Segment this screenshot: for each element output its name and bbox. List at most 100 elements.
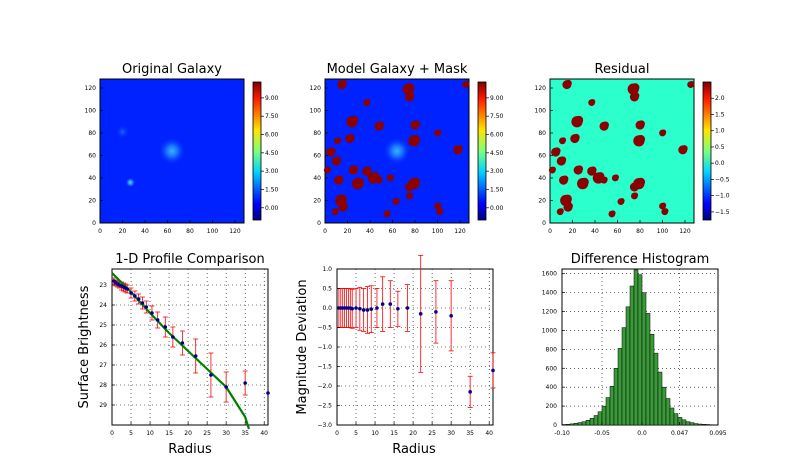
colorbar-tick-label: 7.50 [265, 113, 279, 120]
histogram-bar [629, 285, 635, 426]
mask-blob [553, 147, 561, 155]
colorbar-tick-label: −1.0 [715, 193, 730, 200]
mask-blob [610, 210, 616, 216]
data-point [171, 335, 175, 339]
data-point [365, 308, 370, 312]
profile-plot-area [111, 268, 269, 426]
deviation-y-label: Magnitude Deviation [295, 279, 310, 414]
y-tick-label: 24 [99, 302, 107, 309]
y-tick-label: 1600 [542, 271, 557, 278]
histogram-bar [661, 386, 667, 426]
mask-blob [325, 166, 331, 172]
histogram-x-axis: -0.10 -0.05 0.0 0.047 0.095 [554, 422, 727, 437]
colorbar-tick-label: 3.00 [490, 168, 504, 175]
colorbar-tick-label: 0.5 [715, 144, 725, 151]
histogram-bar [601, 405, 607, 426]
data-point [133, 294, 137, 298]
mask-blob [602, 121, 609, 129]
mask-blob [365, 99, 371, 105]
y-tick-label: 20 [88, 198, 96, 205]
x-tick-label: 120 [454, 228, 466, 235]
histogram-bar [685, 421, 691, 426]
histogram-bar [657, 371, 663, 426]
mask-blob [638, 120, 645, 128]
data-point [369, 307, 374, 311]
histogram-bar [597, 411, 603, 426]
mask-blob [561, 137, 567, 143]
x-tick-label: 40 [141, 228, 149, 235]
x-tick-label: 15 [390, 430, 398, 437]
histogram-y-axis: 0 200 400 600 800 1000 1200 1400 1600 [542, 271, 565, 429]
histogram-title: Difference Histogram [571, 252, 710, 267]
histogram-bar [653, 352, 659, 426]
difference-histogram-panel: Difference Histogram -0.10 -0.05 0.0 0.047 0… [542, 252, 727, 437]
data-point [468, 390, 472, 394]
y-tick-label: 400 [546, 384, 558, 391]
model-galaxy-colorbar-ticks: 0.00 1.50 3.00 4.50 6.00 7.50 9.00 [486, 95, 504, 212]
mask-blob [351, 165, 359, 173]
y-tick-label: 40 [88, 175, 96, 182]
mask-blob [340, 79, 347, 87]
mask-blob [572, 133, 580, 141]
data-point [243, 381, 247, 385]
x-tick-label: 60 [614, 228, 622, 235]
x-tick-label: 40 [485, 430, 493, 437]
histogram-bar [581, 421, 587, 426]
mask-blob [464, 81, 470, 87]
colorbar-tick-label: 9.00 [265, 95, 279, 102]
x-tick-label: 0.047 [671, 430, 688, 437]
colorbar-tick-label: 7.50 [490, 113, 504, 120]
x-tick-label: 120 [229, 228, 241, 235]
x-tick-label: 20 [119, 228, 127, 235]
x-tick-label: 15 [165, 430, 173, 437]
magnitude-deviation-panel: 0 5 10 15 20 25 30 35 40 1.0 0.5 0.0 −0.5 −1.0 −1.5 −2… [295, 254, 496, 457]
original-galaxy-title: Original Galaxy [122, 62, 222, 77]
mask-blob [558, 208, 564, 214]
source-glow [158, 137, 186, 165]
histogram-bar [693, 423, 699, 426]
colorbar-tick-label: 1.50 [265, 186, 279, 193]
data-point [266, 391, 270, 395]
y-tick-label: 120 [535, 85, 547, 92]
y-tick-label: 60 [88, 153, 96, 160]
data-point [354, 306, 358, 310]
source-glow [125, 177, 136, 188]
histogram-bar [621, 327, 627, 426]
mask-blob [436, 202, 442, 208]
mask-blob [619, 198, 625, 204]
histogram-bars [561, 269, 719, 426]
y-tick-label: 80 [88, 130, 96, 137]
x-tick-label: 80 [411, 228, 419, 235]
x-tick-label: 25 [203, 430, 211, 437]
colorbar-tick-label: 4.50 [265, 150, 279, 157]
profile-y-label: Surface Brightness [77, 285, 92, 408]
data-point [144, 305, 149, 309]
histogram-bar [577, 422, 583, 426]
y-tick-label: −1.0 [317, 344, 332, 351]
histogram-bar [589, 418, 595, 426]
residual-title: Residual [595, 62, 650, 77]
y-tick-label: 120 [310, 85, 322, 92]
y-tick-label: −2.0 [317, 383, 332, 390]
x-tick-label: 30 [447, 430, 455, 437]
data-point [405, 306, 410, 310]
y-tick-label: 26 [99, 342, 107, 349]
mask-blob [411, 134, 421, 144]
x-tick-label: 0 [323, 228, 327, 235]
x-tick-label: 5 [354, 430, 358, 437]
colorbar-tick-label: 6.00 [265, 132, 279, 139]
x-tick-label: 120 [679, 228, 691, 235]
y-tick-label: 23 [99, 282, 107, 289]
residual-colorbar-ticks: −1.5 −1.0 −0.5 0.0 0.5 1.0 1.5 2.0 [711, 95, 730, 216]
data-point [163, 325, 168, 329]
profile-y-axis: 23 24 25 26 27 28 29 [99, 282, 115, 409]
mask-blob [596, 172, 605, 181]
histogram-bar [617, 348, 623, 426]
mask-blob [438, 208, 444, 214]
mask-blob [349, 115, 359, 125]
colorbar-tick-label: 0.00 [490, 205, 504, 212]
colorbar-tick-label: 9.00 [490, 95, 504, 102]
mask-blob [334, 156, 342, 164]
residual-colorbar [702, 81, 712, 221]
x-tick-label: 5 [129, 430, 133, 437]
